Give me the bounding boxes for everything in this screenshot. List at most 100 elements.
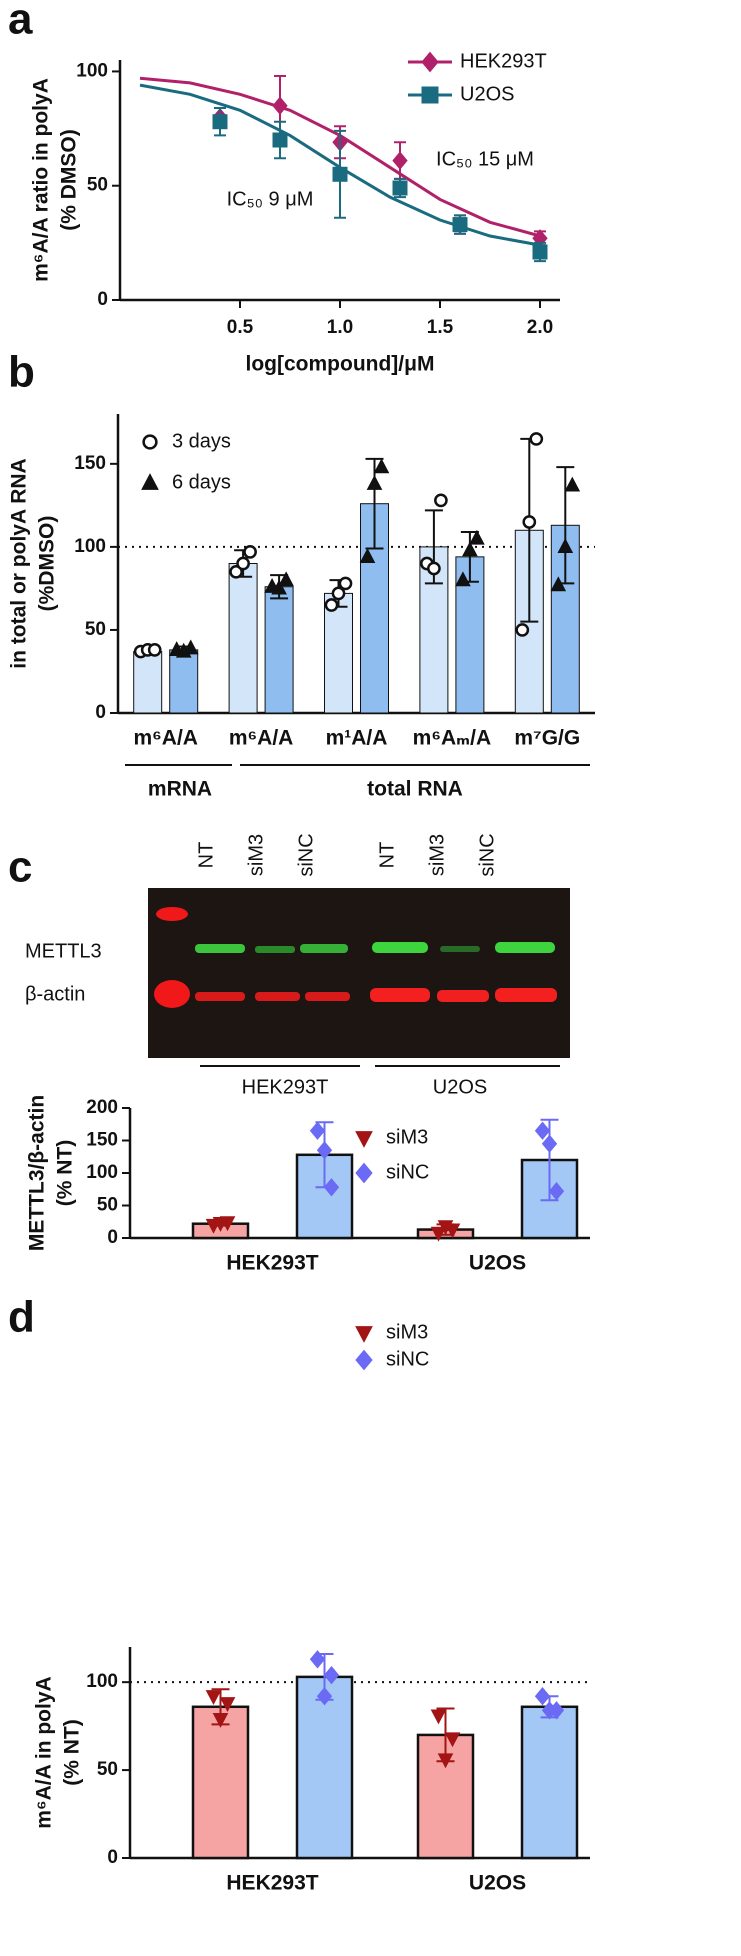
y-tick-label: 50 xyxy=(87,175,108,196)
legend-label: HEK293T xyxy=(460,50,547,72)
x-tick-label: m⁶Aₘ/A xyxy=(413,727,491,750)
x-tick-label: m⁷G/G xyxy=(514,727,580,750)
blot-image xyxy=(148,888,570,1067)
error-bar xyxy=(365,457,384,550)
y-axis-label: m⁶A/A ratio in polyA xyxy=(30,78,53,282)
point xyxy=(323,1665,340,1685)
y-tick-label: 0 xyxy=(107,1227,118,1248)
x-tick-label: 2.0 xyxy=(527,317,553,338)
y-tick-label: 200 xyxy=(86,1097,118,1118)
point xyxy=(229,564,243,579)
bar xyxy=(264,586,294,714)
y-axis-label: (%DMSO) xyxy=(36,516,59,612)
x-axis-label: log[compound]/μM xyxy=(246,353,435,376)
legend-marker xyxy=(355,1326,373,1343)
lane-label: NT xyxy=(195,842,217,869)
bar xyxy=(295,1675,354,1860)
point xyxy=(278,571,294,587)
point xyxy=(236,556,250,571)
panel-letter: d xyxy=(8,1293,35,1342)
group-label: total RNA xyxy=(367,778,463,801)
legend-label: siM3 xyxy=(386,1321,428,1343)
point xyxy=(182,639,199,655)
legend-label: siNC xyxy=(386,1348,429,1370)
point xyxy=(147,643,162,657)
marker xyxy=(392,180,408,196)
x-tick-label: U2OS xyxy=(469,1252,526,1275)
marker xyxy=(452,217,468,233)
point xyxy=(430,1226,447,1242)
panel-letter: c xyxy=(8,843,32,892)
point xyxy=(444,1732,461,1748)
point xyxy=(534,1121,551,1140)
legend-marker xyxy=(355,1162,373,1184)
y-tick-label: 100 xyxy=(86,1162,118,1183)
point xyxy=(529,432,544,446)
lane-label: NT xyxy=(376,842,398,869)
bar xyxy=(133,651,163,714)
bar xyxy=(324,592,353,714)
cell-label: HEK293T xyxy=(242,1076,329,1098)
point xyxy=(205,1690,222,1706)
point xyxy=(541,1134,558,1153)
legend-marker xyxy=(355,1131,373,1148)
lane-label: siNC xyxy=(476,833,498,876)
point xyxy=(324,598,339,612)
bar xyxy=(520,1705,579,1860)
point xyxy=(469,529,485,545)
lane-label: siNC xyxy=(295,833,317,876)
blot-lanes: NT siM3 siNC NT siM3 siNC xyxy=(195,833,498,876)
legend-label: siNC xyxy=(386,1161,429,1183)
x-tick-label: 0.5 xyxy=(227,317,254,338)
marker xyxy=(212,114,228,130)
marker xyxy=(272,96,288,115)
bar xyxy=(169,649,199,714)
point xyxy=(219,1216,236,1232)
y-axis-label: (% NT) xyxy=(54,1140,77,1207)
legend-label: siM3 xyxy=(386,1126,428,1148)
y-tick-label: 150 xyxy=(74,453,106,474)
y-tick-label: 50 xyxy=(85,619,106,640)
y-axis-label: METTL3/β-actin xyxy=(26,1095,49,1251)
row-label: METTL3 xyxy=(25,940,102,962)
x-tick-label: m⁶A/A xyxy=(133,727,198,750)
panel-letter: a xyxy=(8,0,33,44)
point xyxy=(437,1753,454,1769)
x-tick-label: HEK293T xyxy=(226,1872,318,1895)
point xyxy=(430,1709,447,1725)
marker xyxy=(392,151,408,170)
point xyxy=(309,1121,326,1140)
y-tick-label: 100 xyxy=(86,1671,118,1692)
x-tick-label: 1.5 xyxy=(427,317,454,338)
y-axis-label: (% NT) xyxy=(61,1719,84,1786)
point xyxy=(455,571,471,587)
y-tick-label: 50 xyxy=(97,1759,118,1780)
lane-label: siM3 xyxy=(426,834,448,876)
legend-label: 3 days xyxy=(172,430,231,452)
point xyxy=(271,579,287,595)
point xyxy=(534,1687,551,1706)
x-tick-label: 1.0 xyxy=(327,317,353,338)
error-bar xyxy=(540,1118,559,1202)
point xyxy=(557,538,574,553)
bar xyxy=(191,1705,250,1860)
legend-marker xyxy=(421,51,439,73)
y-axis-label: (% DMSO) xyxy=(58,129,81,231)
marker xyxy=(332,166,348,182)
point xyxy=(331,586,346,601)
legend-marker xyxy=(141,473,159,490)
y-tick-label: 100 xyxy=(76,60,108,81)
point xyxy=(548,1701,565,1720)
y-axis-label: m⁶A/A in polyA xyxy=(33,1676,56,1828)
y-tick-label: 0 xyxy=(97,289,108,310)
x-tick-label: U2OS xyxy=(469,1872,526,1895)
y-tick-label: 150 xyxy=(86,1130,118,1151)
point xyxy=(522,515,537,529)
point xyxy=(243,545,257,559)
x-tick-label: m⁶A/A xyxy=(229,727,294,750)
y-tick-label: 100 xyxy=(74,536,106,557)
annotation: IC₅₀ 15 μM xyxy=(436,148,534,170)
row-label: β-actin xyxy=(25,983,85,1005)
point xyxy=(323,1178,340,1197)
